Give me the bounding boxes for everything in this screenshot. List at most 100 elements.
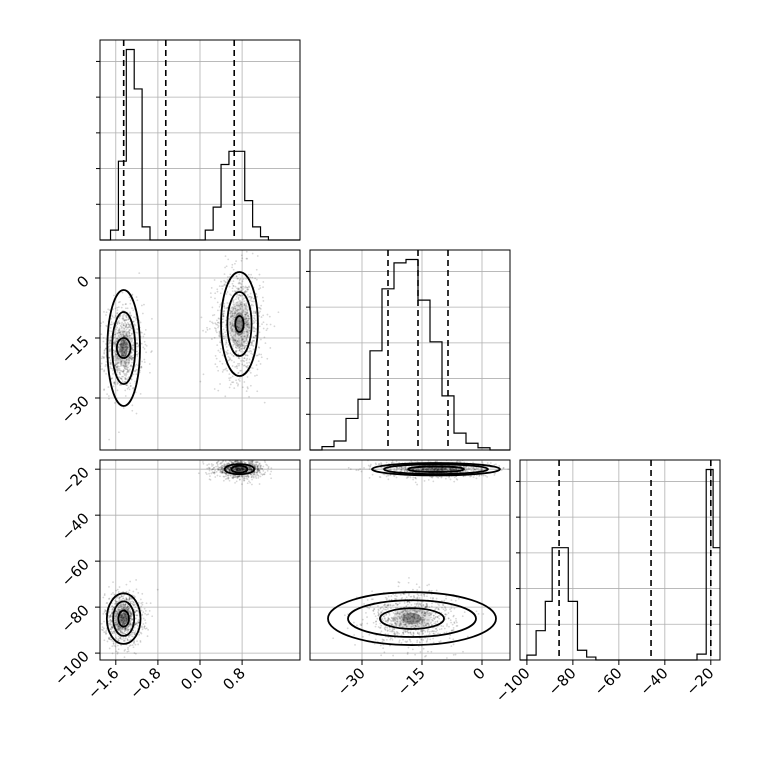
sample-point <box>123 360 126 363</box>
sample-point <box>234 481 236 484</box>
panel-frame <box>99 39 301 241</box>
sample-point <box>377 608 380 611</box>
sample-point <box>244 313 246 316</box>
sample-point <box>208 478 211 481</box>
sample-point <box>238 343 241 346</box>
sample-point <box>230 323 232 325</box>
sample-point <box>116 624 119 627</box>
sample-point <box>128 599 131 601</box>
sample-point <box>227 343 230 346</box>
sample-point <box>419 603 421 606</box>
sample-point <box>134 643 137 646</box>
sample-point <box>115 358 118 360</box>
sample-point <box>245 323 248 326</box>
sample-point <box>109 621 112 624</box>
sample-point <box>235 341 238 344</box>
sample-point <box>221 465 224 467</box>
sample-point <box>253 473 256 476</box>
sample-point <box>250 273 252 276</box>
sample-point <box>232 337 234 340</box>
sample-point <box>391 617 393 620</box>
sample-point <box>223 279 226 282</box>
sample-point <box>102 336 105 339</box>
sample-point <box>232 285 235 287</box>
sample-point <box>451 623 454 626</box>
sample-point <box>102 613 105 615</box>
sample-point <box>129 385 132 387</box>
sample-point <box>122 633 125 635</box>
sample-point <box>131 348 134 351</box>
sample-point <box>232 312 234 315</box>
sample-point <box>234 350 237 353</box>
sample-point <box>122 603 125 606</box>
sample-point <box>404 640 407 643</box>
sample-point <box>232 268 235 271</box>
sample-point <box>229 309 232 312</box>
sample-point <box>226 369 229 372</box>
sample-point <box>124 607 127 610</box>
sample-point <box>217 469 219 472</box>
sample-point <box>222 312 224 315</box>
sample-point <box>132 603 135 606</box>
sample-point <box>246 334 249 337</box>
sample-point <box>120 359 123 362</box>
sample-point <box>143 333 146 336</box>
sample-point <box>244 322 247 325</box>
sample-point <box>222 369 225 371</box>
sample-point <box>126 346 129 348</box>
sample-point <box>228 377 231 380</box>
sample-point <box>118 367 121 370</box>
sample-point <box>229 323 231 326</box>
sample-point <box>248 466 251 469</box>
sample-point <box>134 595 136 598</box>
sample-point <box>118 329 121 331</box>
sample-point <box>117 331 120 334</box>
sample-point <box>247 315 249 317</box>
sample-point <box>232 475 235 478</box>
sample-point <box>121 638 123 641</box>
sample-point <box>245 250 248 253</box>
sample-point <box>221 471 224 474</box>
sample-point <box>413 596 416 599</box>
sample-point <box>121 631 124 634</box>
sample-point <box>256 374 258 377</box>
sample-point <box>115 602 117 605</box>
sample-point <box>124 603 127 606</box>
sample-point <box>104 631 107 634</box>
sample-point <box>400 641 403 644</box>
sample-point <box>113 359 116 362</box>
sample-point <box>230 316 232 318</box>
sample-point <box>243 347 246 349</box>
sample-point <box>132 356 135 359</box>
sample-point <box>143 625 146 628</box>
sample-point <box>123 350 125 353</box>
sample-point <box>131 600 134 603</box>
sample-point <box>238 339 241 342</box>
sample-point <box>121 349 124 352</box>
sample-point <box>224 464 227 467</box>
sample-point <box>228 468 231 470</box>
sample-point <box>122 364 125 367</box>
sample-point <box>218 330 221 333</box>
sample-point <box>222 318 224 320</box>
sample-point <box>239 350 242 353</box>
sample-point <box>120 354 123 357</box>
sample-point <box>261 456 263 458</box>
sample-point <box>110 620 113 623</box>
sample-point <box>117 625 120 628</box>
sample-point <box>126 347 128 350</box>
sample-point <box>414 603 416 605</box>
sample-point <box>239 467 242 470</box>
sample-point <box>255 477 258 480</box>
sample-point <box>462 650 464 653</box>
sample-point <box>249 469 252 472</box>
sample-point <box>222 460 224 463</box>
sample-point <box>228 479 231 482</box>
sample-point <box>363 602 366 605</box>
sample-point <box>116 596 118 599</box>
sample-point <box>226 463 229 466</box>
sample-point <box>144 328 147 331</box>
sample-point <box>239 308 242 310</box>
sample-point <box>259 471 262 474</box>
sample-point <box>119 637 122 640</box>
